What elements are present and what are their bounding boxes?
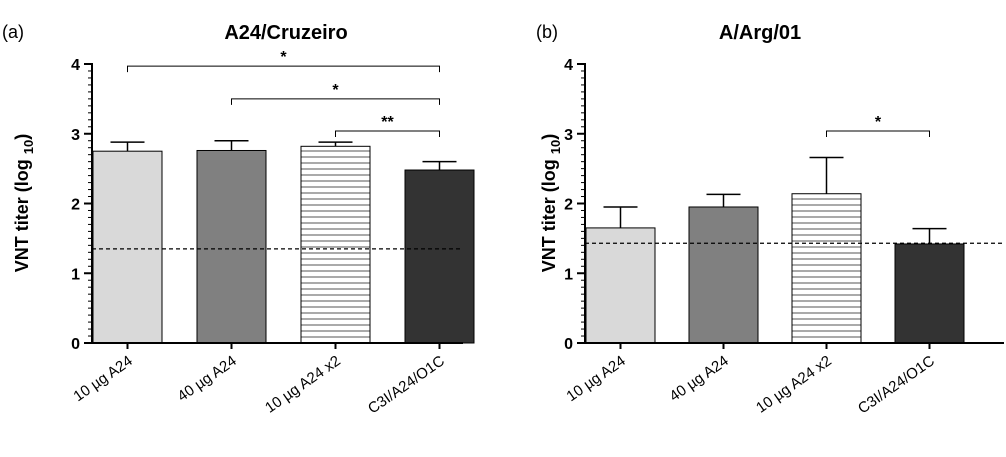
- x-tick-label: C3I/A24/O1C: [855, 352, 938, 417]
- x-tick-label: 40 µg A24: [174, 352, 239, 405]
- x-tick-label: 10 µg A24 x2: [262, 352, 344, 416]
- y-tick-label: 4: [71, 57, 80, 74]
- y-tick-label: 2: [71, 197, 80, 214]
- y-tick-label: 3: [564, 127, 573, 144]
- x-tick-label: 10 µg A24: [563, 352, 628, 405]
- bar: [196, 149, 267, 344]
- bar: [300, 145, 371, 344]
- chart-panel-b: (b) A/Arg/01 VNT titer (log 10) 0 1 2 3 4 10 µg …: [536, 22, 1004, 417]
- y-tick-label: 1: [71, 266, 80, 283]
- significance-label: **: [381, 114, 394, 131]
- panel-letter: (b): [536, 22, 558, 42]
- significance-bracket: [127, 65, 440, 73]
- significance-bracket: [335, 130, 440, 137]
- bar: [404, 169, 475, 344]
- bar: [585, 227, 656, 344]
- bar: [791, 193, 862, 344]
- y-tick-label: 3: [71, 127, 80, 144]
- significance-bracket: [826, 130, 930, 137]
- x-tick-label: C3I/A24/O1C: [365, 352, 448, 417]
- x-tick-label: 40 µg A24: [666, 352, 731, 405]
- y-tick-label: 2: [564, 197, 573, 214]
- bar: [688, 206, 759, 344]
- panel-letter: (a): [2, 22, 24, 42]
- x-tick-label: 10 µg A24: [70, 352, 135, 405]
- significance-label: *: [875, 114, 882, 131]
- significance-label: *: [332, 82, 339, 99]
- y-axis-label: VNT titer (log 10): [539, 134, 563, 272]
- y-tick-label: 0: [564, 336, 573, 353]
- bar: [92, 150, 163, 344]
- x-tick-label: 10 µg A24 x2: [753, 352, 835, 416]
- y-tick-label: 0: [71, 336, 80, 353]
- y-tick-label: 4: [564, 57, 573, 74]
- y-axis-label: VNT titer (log 10): [12, 134, 36, 272]
- y-tick-label: 1: [564, 266, 573, 283]
- chart-title: A24/Cruzeiro: [224, 22, 347, 44]
- chart-panel-a: (a) A24/Cruzeiro VNT titer (log 10) 0 1 2 3 4 10…: [2, 22, 475, 417]
- significance-label: *: [280, 49, 287, 66]
- chart-title: A/Arg/01: [719, 22, 801, 44]
- bar: [894, 243, 965, 344]
- significance-bracket: [231, 98, 440, 105]
